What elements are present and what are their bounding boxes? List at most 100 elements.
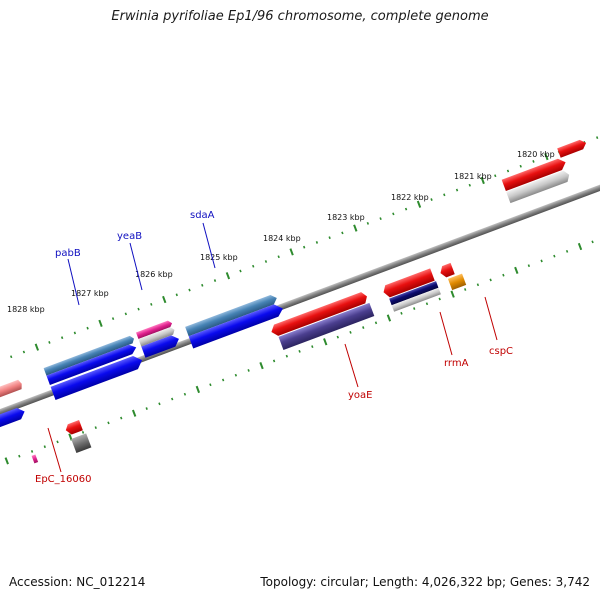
gene-label-EpC_16060[interactable]: EpC_16060 — [35, 474, 91, 485]
upper-ruler-minor-tick — [519, 164, 522, 168]
kbp-label-1820: 1820 kbp — [517, 150, 555, 159]
gene-sdaA-blue[interactable] — [188, 302, 285, 349]
gene-yeaB-grey[interactable] — [138, 326, 175, 347]
gene-rrmA-grey[interactable] — [391, 287, 441, 312]
upper-ruler-minor-tick — [73, 331, 77, 335]
upper-ruler-major-tick — [162, 295, 167, 304]
lower-ruler-major-tick — [450, 290, 455, 298]
lower-ruler-major-tick — [323, 338, 328, 346]
EpC_16060-leader — [47, 427, 62, 473]
gene-pink-left[interactable] — [0, 379, 23, 403]
lower-ruler-minor-tick — [298, 349, 301, 353]
gene-label-yeaB[interactable]: yeaB — [117, 231, 142, 242]
upper-ruler-minor-tick — [404, 207, 408, 211]
kbp-label-1824: 1824 kbp — [263, 234, 301, 243]
upper-ruler-minor-tick — [595, 136, 599, 140]
upper-ruler-minor-tick — [175, 293, 178, 297]
reverse-features — [31, 262, 467, 464]
lower-ruler-minor-tick — [425, 302, 429, 306]
lower-ruler-major-tick — [514, 266, 519, 274]
gene-label-cspC[interactable]: cspC — [489, 346, 513, 357]
lower-ruler-minor-tick — [527, 264, 531, 268]
lower-ruler-minor-tick — [565, 249, 569, 253]
upper-ruler-major-tick — [353, 224, 358, 232]
gene-bar-grey-right[interactable] — [506, 169, 571, 204]
upper-ruler-minor-tick — [506, 169, 510, 173]
gene-magenta-left[interactable] — [31, 454, 39, 464]
gene-label-pabB[interactable]: pabB — [55, 248, 81, 259]
genome-summary-text: Topology: circular; Length: 4,026,322 bp… — [260, 575, 590, 589]
upper-ruler-major-tick — [34, 343, 40, 351]
upper-ruler-minor-tick — [315, 241, 319, 244]
kbp-label-1823: 1823 kbp — [327, 213, 365, 222]
lower-ruler-minor-tick — [56, 440, 59, 444]
gene-yoaE-slate[interactable] — [278, 302, 375, 350]
lower-ruler-minor-tick — [272, 359, 276, 363]
gene-EpC_16060-grey[interactable] — [71, 433, 92, 453]
lower-ruler-major-tick — [131, 409, 137, 417]
gene-label-rrmA[interactable]: rrmA — [444, 358, 469, 369]
gene-labels: pabB yeaB sdaA EpC_16060 yoaE rrmA cspC — [35, 210, 513, 485]
kbp-label-1822: 1822 kbp — [391, 193, 429, 202]
gene-pabB-steel[interactable] — [43, 335, 136, 376]
upper-ruler-minor-tick — [60, 336, 64, 340]
gene-pabB-blue-b[interactable] — [50, 354, 145, 400]
gene-sdaA-arrow[interactable] — [185, 293, 278, 337]
lower-ruler-minor-tick — [476, 283, 480, 287]
lower-ruler-minor-tick — [183, 392, 187, 396]
lower-ruler-minor-tick — [18, 454, 21, 458]
lower-ruler-minor-tick — [81, 430, 85, 434]
accession-text: Accession: NC_012214 — [9, 575, 146, 589]
lower-ruler-major-tick — [195, 385, 201, 394]
gene-label-sdaA[interactable]: sdaA — [190, 210, 215, 221]
gene-rrmA-navy[interactable] — [389, 281, 439, 306]
upper-ruler-minor-tick — [188, 288, 191, 292]
upper-ruler-minor-tick — [201, 283, 204, 287]
upper-ruler-minor-tick — [22, 350, 26, 354]
upper-ruler-major-tick — [544, 153, 549, 161]
lower-ruler-major-tick — [386, 314, 392, 322]
lower-ruler-minor-tick — [247, 369, 250, 372]
upper-ruler-minor-tick — [455, 188, 459, 192]
kbp-label-1821: 1821 kbp — [454, 172, 492, 181]
gene-rrmA-red[interactable] — [381, 268, 435, 298]
gene-arrow-red-edge[interactable] — [557, 138, 588, 158]
gene-cspC-orange[interactable] — [447, 273, 467, 291]
upper-ruler-minor-tick — [532, 160, 535, 163]
lower-ruler-major-tick — [259, 361, 264, 370]
track-frame — [0, 136, 600, 465]
kbp-label-1828: 1828 kbp — [7, 305, 45, 314]
lower-ruler-minor-tick — [43, 445, 46, 449]
upper-ruler-minor-tick — [264, 260, 268, 263]
gene-pabB-blue-a[interactable] — [46, 343, 138, 385]
kbp-label-1827: 1827 kbp — [71, 289, 109, 298]
gene-yoaE-red[interactable] — [269, 291, 369, 338]
gene-yeaB-magenta[interactable] — [135, 320, 173, 340]
lower-ruler-minor-tick — [400, 311, 403, 315]
upper-ruler-major-tick — [98, 319, 103, 327]
upper-ruler-major-tick — [225, 272, 231, 280]
gene-arrow-red-right[interactable] — [501, 157, 568, 192]
upper-ruler-minor-tick — [379, 217, 382, 221]
upper-ruler-minor-tick — [443, 193, 446, 197]
lower-ruler-minor-tick — [311, 345, 314, 349]
gene-EpC_16060-red[interactable] — [64, 419, 83, 436]
lower-ruler-minor-tick — [374, 321, 378, 325]
gene-yeaB-blue[interactable] — [141, 333, 181, 358]
upper-ruler-minor-tick — [150, 302, 153, 306]
gene-label-yoaE[interactable]: yoaE — [348, 390, 372, 401]
gene-blue-left[interactable] — [0, 406, 27, 429]
upper-ruler-major-tick — [480, 176, 485, 185]
upper-ruler-minor-tick — [366, 221, 370, 225]
upper-ruler-minor-tick — [124, 312, 127, 316]
lower-ruler-minor-tick — [145, 407, 148, 410]
lower-ruler-minor-tick — [171, 397, 174, 401]
lower-ruler-minor-tick — [349, 330, 352, 334]
lower-ruler-minor-tick — [553, 254, 556, 258]
cspC-leader — [484, 296, 498, 341]
lower-ruler-major-tick — [4, 457, 9, 465]
upper-ruler-minor-tick — [239, 269, 242, 273]
gene-cspC-red[interactable] — [438, 262, 455, 279]
ruler-labels: 1820 kbp 1821 kbp 1822 kbp 1823 kbp 1824… — [7, 150, 555, 314]
lower-ruler-minor-tick — [285, 354, 289, 358]
